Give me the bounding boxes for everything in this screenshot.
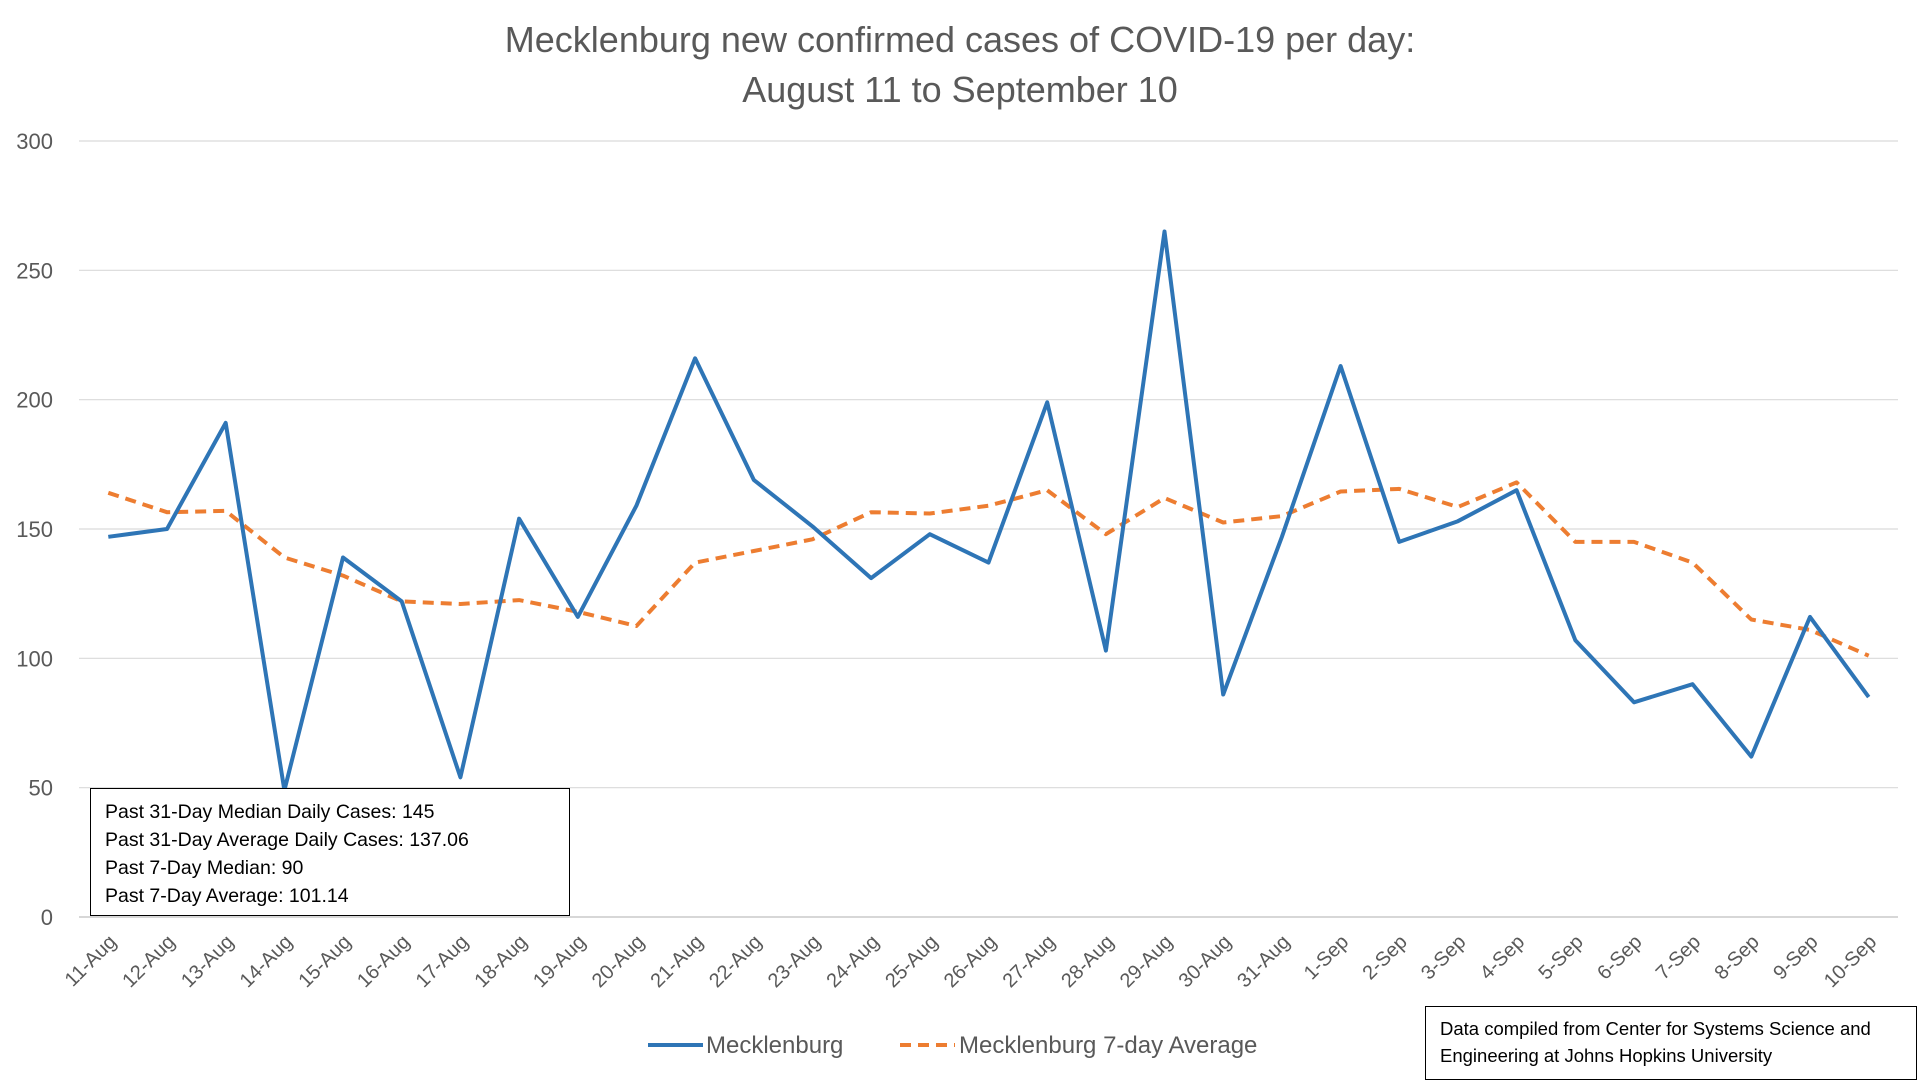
x-tick-label: 12-Aug	[118, 931, 179, 992]
x-tick-label: 11-Aug	[61, 931, 121, 991]
x-tick-label: 3-Sep	[1417, 931, 1470, 984]
x-tick-label: 26-Aug	[940, 931, 1001, 992]
stats-line-31day-median: Past 31-Day Median Daily Cases: 145	[105, 801, 435, 823]
x-tick-label: 8-Sep	[1711, 931, 1764, 984]
y-tick-label: 250	[16, 258, 53, 283]
stats-line-7day-median: Past 7-Day Median: 90	[105, 857, 304, 879]
x-tick-label: 5-Sep	[1535, 931, 1588, 984]
legend: Mecklenburg Mecklenburg 7-day Average	[648, 1032, 1257, 1059]
x-tick-label: 17-Aug	[412, 931, 473, 992]
x-tick-label: 21-Aug	[646, 931, 707, 992]
x-tick-label: 6-Sep	[1593, 931, 1646, 984]
x-tick-label: 14-Aug	[236, 931, 297, 992]
y-tick-label: 150	[16, 517, 53, 542]
x-tick-label: 29-Aug	[1116, 931, 1177, 992]
series-lines	[107, 229, 1871, 793]
x-tick-label: 23-Aug	[764, 931, 825, 992]
x-tick-label: 1-Sep	[1300, 931, 1353, 984]
source-line-2: Engineering at Johns Hopkins University	[1440, 1045, 1773, 1066]
stats-line-7day-average: Past 7-Day Average: 101.14	[105, 885, 349, 907]
x-tick-label: 18-Aug	[470, 931, 531, 992]
x-tick-label: 27-Aug	[999, 931, 1060, 992]
y-axis-ticks: 0 50 100 150 200 250 300	[16, 129, 53, 930]
y-tick-label: 300	[16, 129, 53, 154]
gridlines	[79, 140, 1898, 918]
y-tick-label: 0	[41, 905, 53, 930]
x-tick-label: 9-Sep	[1769, 931, 1822, 984]
x-tick-label: 20-Aug	[588, 931, 649, 992]
x-tick-label: 2-Sep	[1358, 931, 1411, 984]
x-tick-label: 31-Aug	[1233, 931, 1294, 992]
x-tick-label: 28-Aug	[1057, 931, 1118, 992]
x-tick-label: 25-Aug	[881, 931, 942, 992]
stats-summary-box: Past 31-Day Median Daily Cases: 145 Past…	[90, 788, 570, 916]
x-tick-label: 22-Aug	[705, 931, 766, 992]
x-tick-label: 15-Aug	[294, 931, 355, 992]
y-tick-label: 200	[16, 388, 53, 413]
legend-label-7day-average: Mecklenburg 7-day Average	[959, 1032, 1257, 1059]
y-tick-label: 50	[29, 776, 53, 801]
data-source-box: Data compiled from Center for Systems Sc…	[1425, 1006, 1917, 1080]
x-tick-label: 30-Aug	[1175, 931, 1236, 992]
series-line-mecklenburg	[108, 229, 1871, 793]
y-tick-label: 100	[16, 646, 53, 671]
chart-title-line-1: Mecklenburg new confirmed cases of COVID…	[505, 19, 1415, 60]
legend-label-mecklenburg: Mecklenburg	[706, 1032, 843, 1059]
source-line-1: Data compiled from Center for Systems Sc…	[1440, 1018, 1871, 1039]
chart-title-line-2: August 11 to September 10	[742, 69, 1178, 110]
x-tick-label: 16-Aug	[353, 931, 414, 992]
x-tick-label: 19-Aug	[529, 931, 590, 992]
x-tick-label: 24-Aug	[823, 931, 884, 992]
series-line-7day-average	[107, 480, 1870, 658]
x-axis-ticks: 11-Aug12-Aug13-Aug14-Aug15-Aug16-Aug17-A…	[61, 931, 1881, 992]
x-tick-label: 10-Sep	[1820, 931, 1881, 992]
stats-line-31day-average: Past 31-Day Average Daily Cases: 137.06	[105, 829, 469, 851]
x-tick-label: 13-Aug	[177, 931, 238, 992]
x-tick-label: 7-Sep	[1652, 931, 1705, 984]
x-tick-label: 4-Sep	[1476, 931, 1529, 984]
